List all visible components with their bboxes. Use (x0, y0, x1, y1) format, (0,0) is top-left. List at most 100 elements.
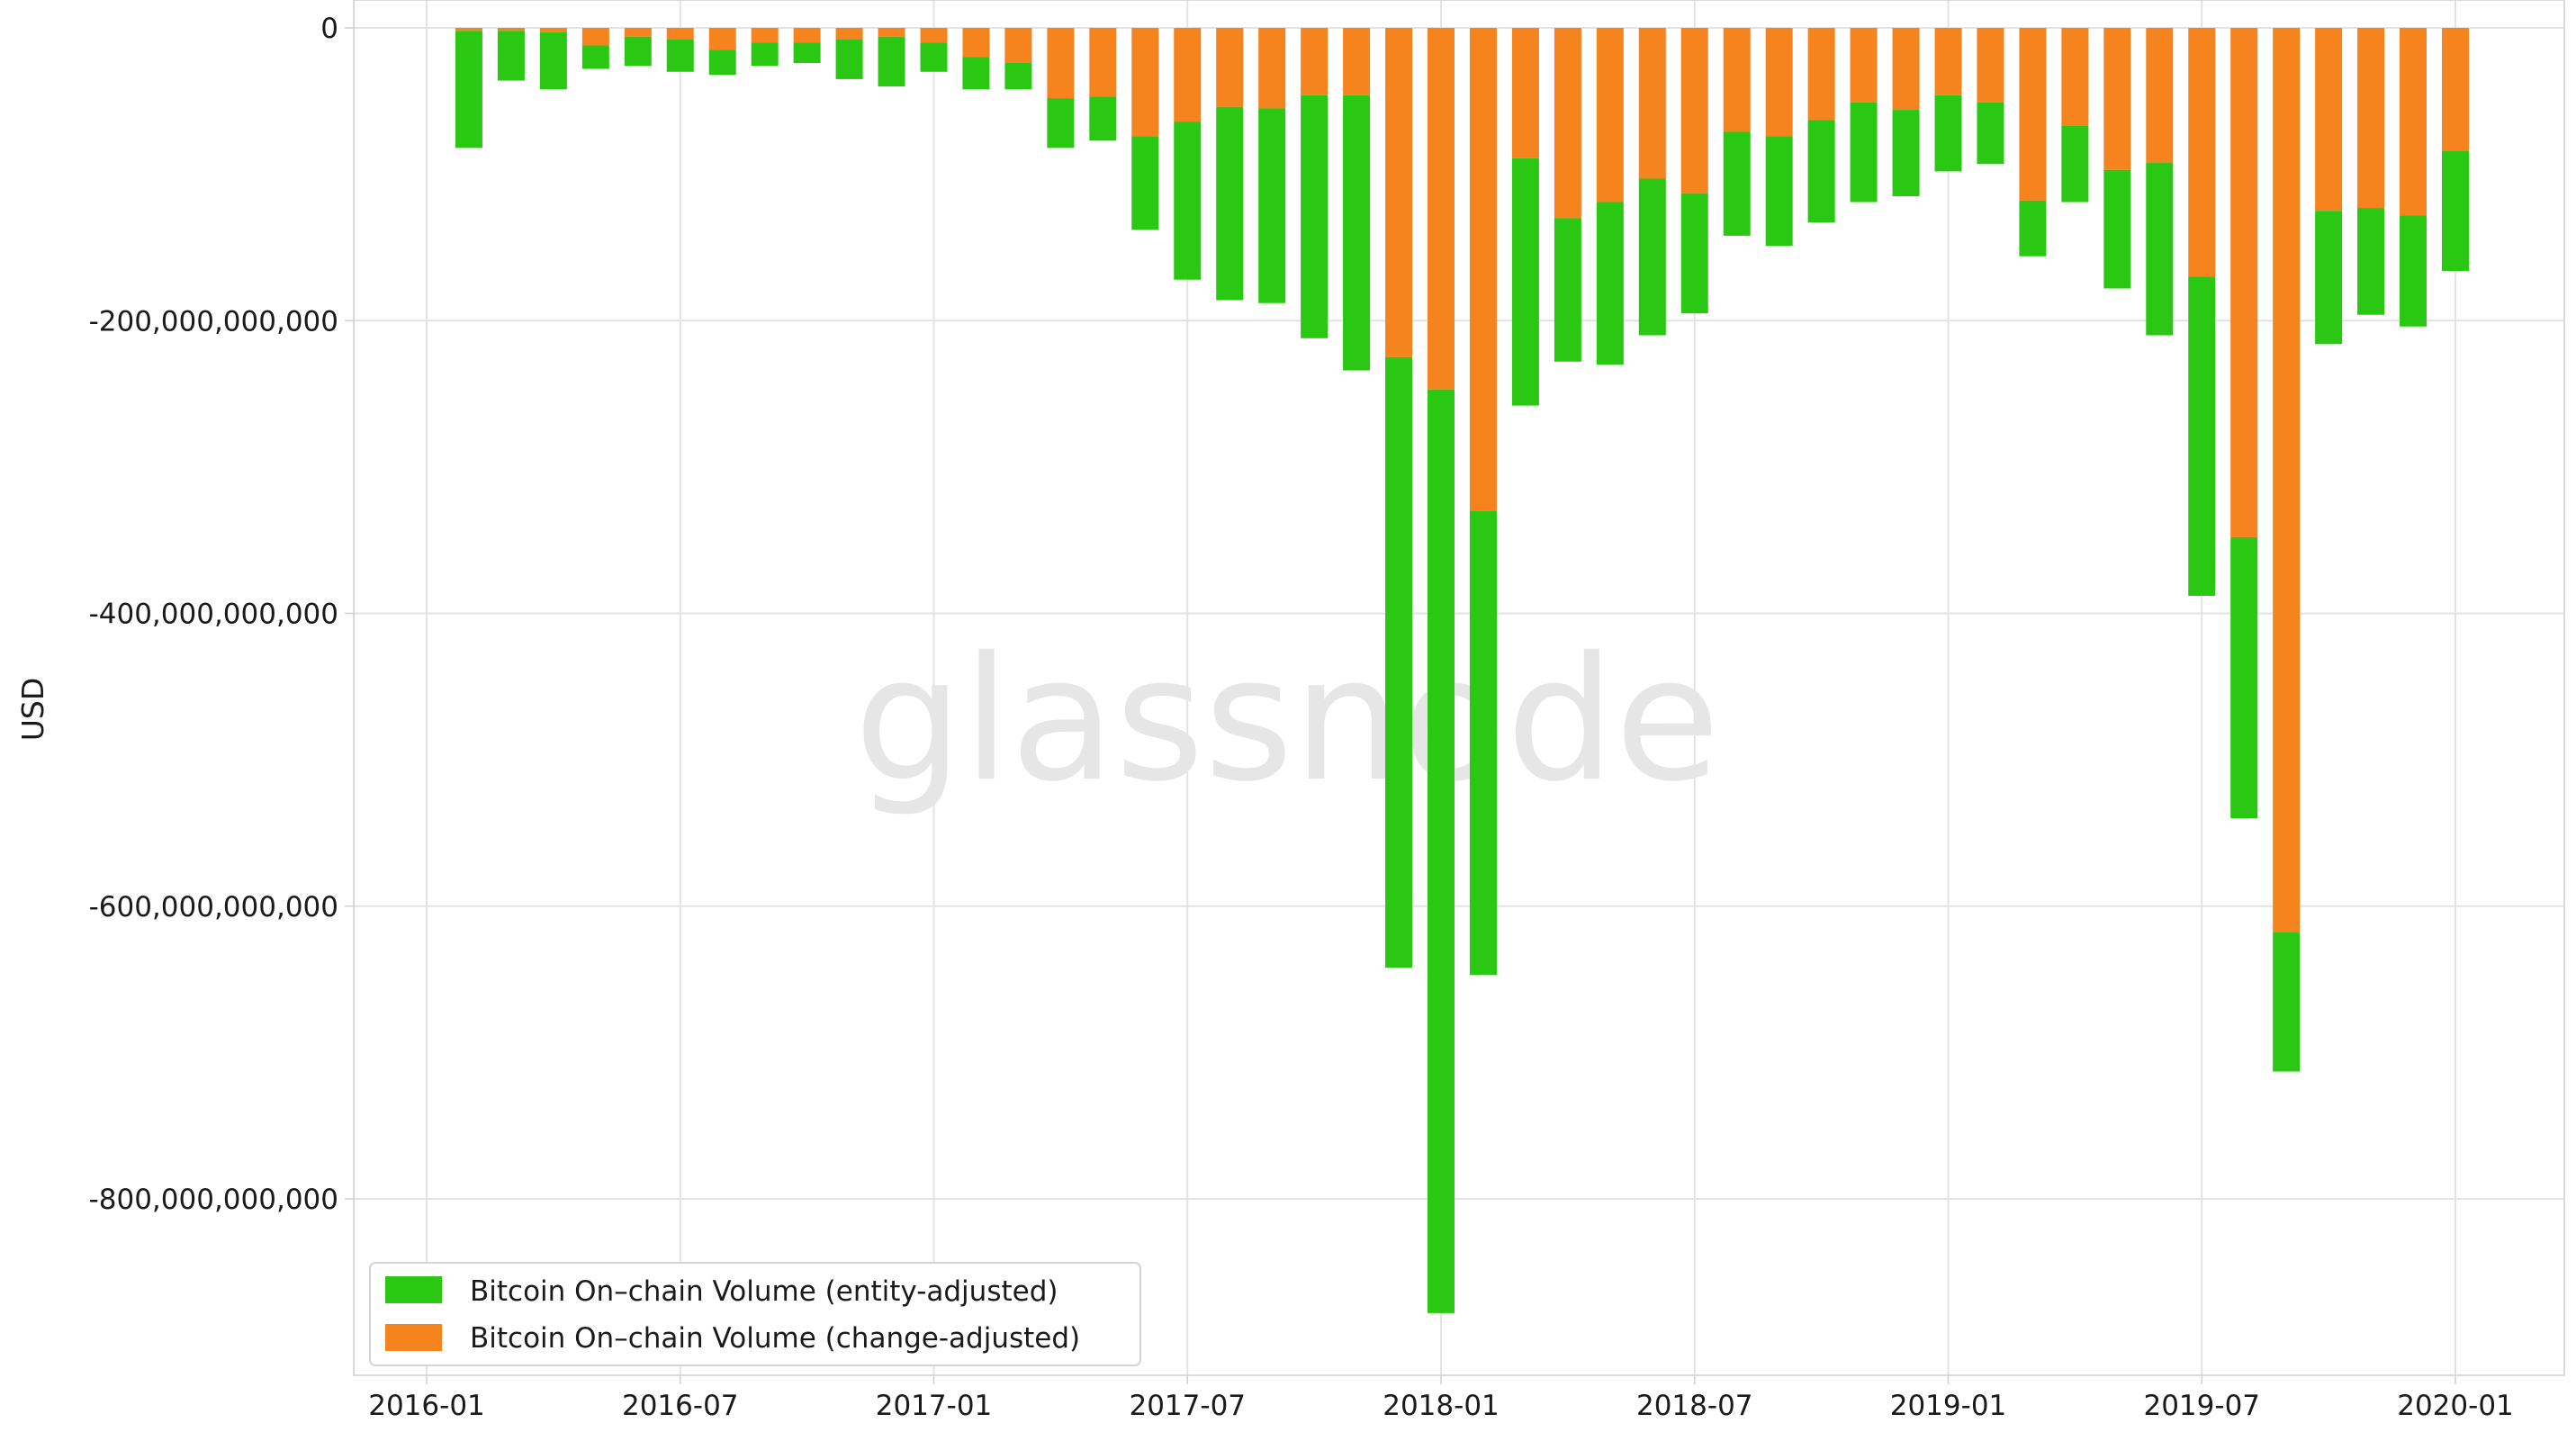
x-tick-label-6: 2019-01 (1890, 1390, 2007, 1422)
bar-change-2017-10 (1301, 28, 1329, 95)
bar-change-2017-08 (1216, 28, 1244, 107)
bar-change-2018-07 (1680, 28, 1708, 194)
bar-entity-2019-07 (2188, 276, 2216, 596)
bar-entity-2018-08 (1723, 131, 1751, 236)
plot-frame (353, 0, 2565, 1376)
bar-change-2017-06 (1131, 28, 1159, 137)
bar-entity-2017-02 (962, 57, 990, 90)
bar-change-2016-03 (497, 28, 525, 32)
bar-change-2016-09 (751, 28, 779, 43)
bar-change-2018-09 (1765, 28, 1793, 137)
bar-change-2019-10 (2315, 28, 2343, 212)
bar-entity-2018-05 (1596, 202, 1624, 365)
y-tick-label-3: -600,000,000,000 (89, 891, 338, 923)
bar-entity-2019-08 (2230, 536, 2258, 819)
bar-entity-2019-04 (2061, 125, 2089, 203)
bar-entity-2018-04 (1554, 218, 1581, 362)
bar-entity-2019-11 (2357, 208, 2385, 315)
bar-entity-2019-06 (2146, 162, 2174, 336)
bar-entity-2017-07 (1174, 122, 1202, 280)
bar-entity-2017-03 (1004, 63, 1032, 90)
x-tick-label-2: 2017-01 (876, 1390, 993, 1422)
bar-change-2020-01 (2442, 28, 2469, 151)
x-tick-label-0: 2016-01 (368, 1390, 485, 1422)
bar-entity-2018-09 (1765, 136, 1793, 247)
bar-change-2017-01 (920, 28, 948, 43)
bar-change-2019-09 (2273, 28, 2301, 933)
legend: Bitcoin On–chain Volume (entity-adjusted… (369, 1262, 1141, 1366)
bar-change-2016-08 (708, 28, 736, 50)
bar-change-2019-07 (2188, 28, 2216, 277)
bar-change-2017-05 (1089, 28, 1117, 97)
bar-change-2016-12 (878, 28, 905, 37)
bar-entity-2017-05 (1089, 96, 1117, 141)
bar-entity-2016-06 (624, 36, 652, 67)
bar-change-2016-07 (666, 28, 694, 41)
bar-change-2019-06 (2146, 28, 2174, 163)
bar-change-2019-08 (2230, 28, 2258, 537)
bar-change-2019-02 (1977, 28, 2004, 103)
bar-entity-2016-03 (497, 31, 525, 81)
bar-entity-2016-05 (581, 45, 609, 69)
bar-entity-2019-02 (1977, 102, 2004, 165)
y-ticks: 0 -200,000,000,000 -400,000,000,000 -600,00… (89, 13, 354, 1216)
x-tick-label-3: 2017-07 (1129, 1390, 1246, 1422)
legend-swatch-change (385, 1324, 442, 1351)
bar-change-2019-11 (2357, 28, 2385, 209)
bar-change-2019-04 (2061, 28, 2089, 126)
bar-change-2016-02 (455, 28, 482, 32)
legend-label-entity: Bitcoin On–chain Volume (entity-adjusted… (470, 1275, 1058, 1308)
bar-entity-2018-12 (1892, 110, 1920, 197)
bar-entity-2017-08 (1216, 106, 1244, 301)
bar-change-2016-04 (539, 28, 567, 32)
x-ticks: 2016-01 2016-07 2017-01 2017-07 2018-01 2018-… (368, 1375, 2514, 1422)
bar-entity-2017-09 (1258, 108, 1286, 303)
legend-swatch-entity (385, 1276, 442, 1303)
bar-entity-2017-04 (1047, 98, 1075, 149)
bar-entity-2016-12 (878, 36, 905, 87)
bar-change-2018-11 (1850, 28, 1878, 103)
bar-entity-2016-02 (455, 31, 482, 149)
y-tick-label-4: -800,000,000,000 (89, 1184, 338, 1216)
bar-entity-2016-08 (708, 50, 736, 76)
bar-entity-2017-06 (1131, 136, 1159, 230)
bar-change-2017-11 (1343, 28, 1371, 95)
bar-change-2018-02 (1469, 28, 1497, 511)
bar-change-2017-03 (1004, 28, 1032, 64)
bar-change-2017-12 (1385, 28, 1413, 357)
bar-change-2017-07 (1174, 28, 1202, 122)
bar-change-2016-06 (624, 28, 652, 37)
y-tick-label-2: -400,000,000,000 (89, 599, 338, 631)
bar-change-2018-08 (1723, 28, 1751, 132)
legend-label-change: Bitcoin On–chain Volume (change-adjusted… (470, 1322, 1080, 1355)
bar-entity-2016-10 (793, 42, 821, 64)
bar-change-2018-06 (1638, 28, 1666, 179)
y-axis-title: USD (15, 678, 50, 742)
bars (455, 28, 2469, 1313)
bar-change-2019-05 (2103, 28, 2131, 170)
legend-box (369, 1262, 1141, 1366)
bar-change-2019-03 (2019, 28, 2047, 201)
x-tick-label-8: 2020-01 (2397, 1390, 2514, 1422)
bar-change-2016-11 (835, 28, 863, 41)
bar-entity-2016-09 (751, 42, 779, 67)
bar-entity-2018-03 (1511, 158, 1539, 406)
x-tick-label-7: 2019-07 (2143, 1390, 2260, 1422)
y-tick-label-0: 0 (320, 13, 338, 45)
x-tick-label-1: 2016-07 (622, 1390, 739, 1422)
bar-entity-2018-11 (1850, 102, 1878, 203)
bar-entity-2018-02 (1469, 510, 1497, 976)
bar-change-2019-01 (1934, 28, 1962, 95)
bar-change-2018-01 (1428, 28, 1455, 390)
bar-entity-2017-10 (1301, 95, 1329, 338)
bar-entity-2019-01 (1934, 95, 1962, 172)
bar-entity-2017-11 (1343, 95, 1371, 371)
bar-entity-2018-06 (1638, 178, 1666, 336)
bar-change-2018-04 (1554, 28, 1581, 219)
x-tick-label-4: 2018-01 (1383, 1390, 1500, 1422)
bar-entity-2016-04 (539, 32, 567, 90)
bar-entity-2019-09 (2273, 932, 2301, 1072)
bar-change-2016-05 (581, 28, 609, 46)
bar-change-2017-04 (1047, 28, 1075, 99)
bar-entity-2018-10 (1807, 120, 1835, 223)
